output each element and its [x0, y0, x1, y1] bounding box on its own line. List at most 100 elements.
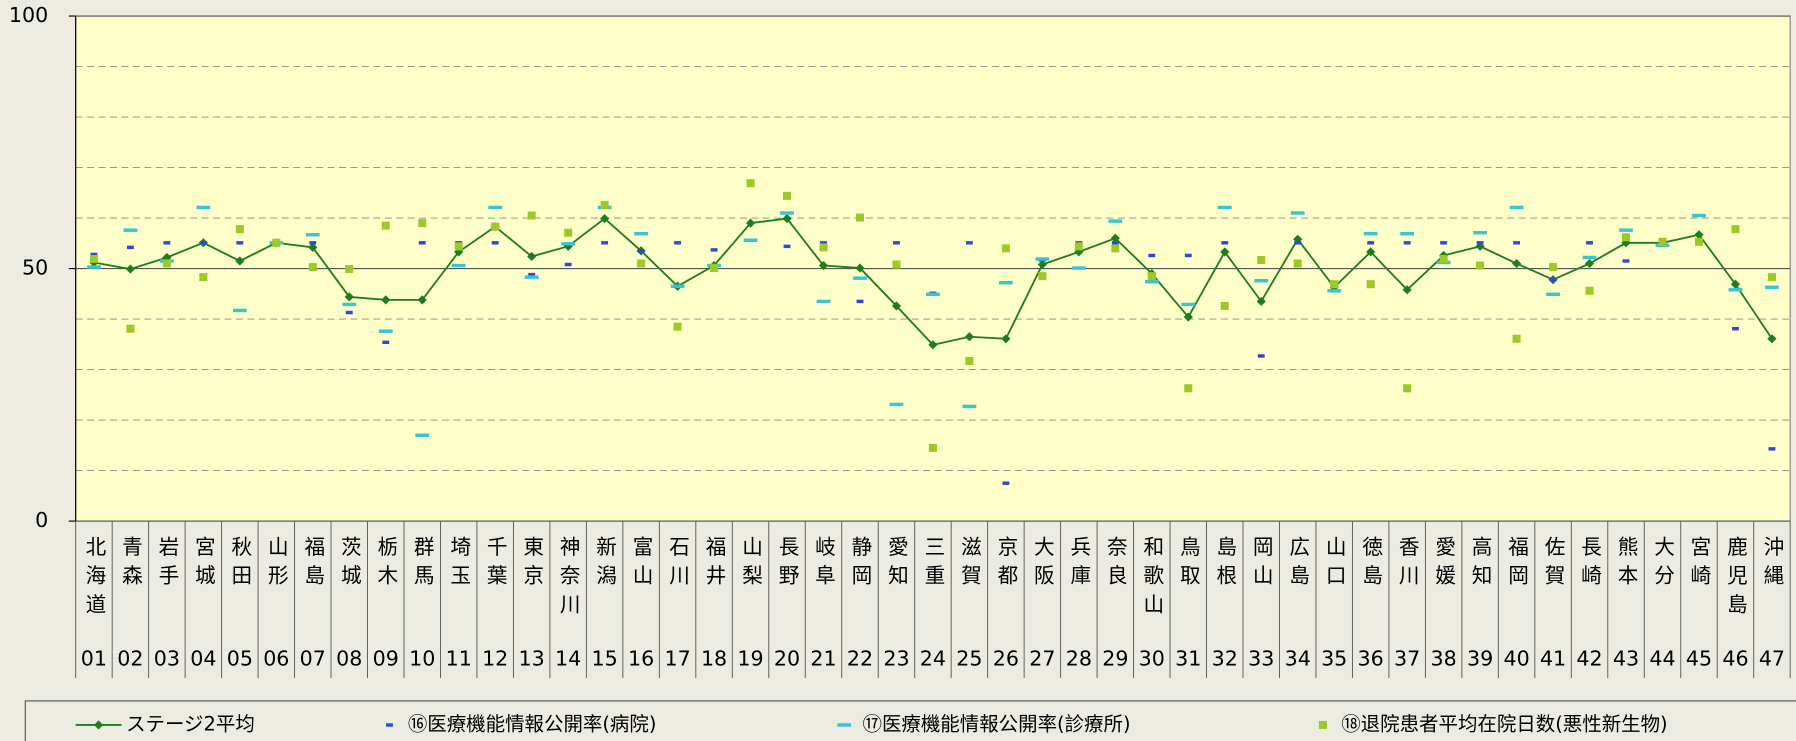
square-marker	[1257, 255, 1266, 264]
category-code: 21	[810, 647, 836, 671]
x-tick-label: 三重	[921, 536, 945, 593]
legend-label: ステージ2平均	[126, 712, 255, 735]
square-marker	[1220, 301, 1229, 310]
dash-marker	[962, 404, 977, 409]
dash-marker	[1071, 266, 1086, 270]
dash-marker	[342, 302, 357, 307]
marker	[235, 256, 245, 266]
dash-marker	[893, 241, 900, 245]
x-tick-label: 秋田	[228, 536, 252, 593]
legend-label: ⑱退院患者平均在院日数(悪性新生物)	[1341, 712, 1667, 735]
category-code: 36	[1358, 647, 1384, 671]
dash-marker	[491, 241, 499, 245]
dash-marker	[1217, 205, 1232, 210]
dash-marker	[856, 299, 864, 304]
marker	[308, 242, 318, 252]
x-tick-label: 宮崎	[1687, 536, 1711, 593]
dash-marker	[1257, 354, 1265, 358]
square-marker	[1001, 244, 1010, 253]
x-tick-label: 佐賀	[1541, 536, 1565, 593]
x-tick-label: 香川	[1395, 536, 1419, 593]
category-code: 40	[1503, 647, 1529, 671]
marker	[928, 340, 938, 350]
dash-marker	[780, 211, 794, 215]
marker	[417, 295, 427, 305]
dash-marker	[451, 263, 466, 268]
dash-marker	[1002, 481, 1010, 485]
dash-marker	[1148, 253, 1156, 258]
category-code: 05	[227, 647, 253, 671]
x-tick-label: 高知	[1468, 536, 1492, 593]
x-tick-label: 静岡	[848, 536, 872, 593]
category-code: 29	[1102, 647, 1128, 671]
square-marker	[235, 225, 244, 234]
dash-marker	[710, 248, 718, 252]
square-marker	[892, 260, 901, 269]
dash-marker	[236, 241, 244, 245]
marker	[745, 218, 756, 228]
x-tick-label: 熊本	[1614, 536, 1638, 593]
x-tick-label: 山口	[1322, 536, 1346, 593]
square-marker	[710, 264, 719, 273]
dash-marker	[816, 299, 831, 304]
x-tick-label: 徳島	[1359, 536, 1383, 593]
category-code: 46	[1722, 647, 1748, 671]
category-code: 39	[1467, 647, 1493, 671]
square-marker	[1147, 272, 1156, 281]
marker	[125, 264, 135, 274]
square-marker	[126, 324, 135, 333]
dash-marker	[345, 310, 353, 315]
dash-marker	[820, 241, 827, 245]
square-marker	[637, 259, 646, 268]
dash-marker	[1619, 228, 1633, 232]
square-marker	[1694, 237, 1703, 246]
category-code: 17	[664, 647, 690, 671]
dash-marker	[1035, 257, 1050, 261]
dash-marker	[1108, 219, 1123, 223]
x-tick-label: 北海道	[82, 536, 106, 622]
marker	[1767, 334, 1777, 344]
x-tick-label: 青森	[118, 536, 142, 593]
category-code: 45	[1686, 647, 1712, 671]
dash-marker	[126, 245, 134, 250]
square-marker	[1622, 233, 1631, 242]
square-marker	[1476, 261, 1485, 270]
x-tick-label: 愛媛	[1432, 536, 1456, 593]
dash-marker	[1327, 289, 1342, 293]
dash-marker	[1111, 241, 1119, 245]
dash-marker	[1582, 255, 1597, 260]
category-code: 34	[1285, 647, 1311, 671]
x-tick-label: 兵庫	[1067, 536, 1091, 593]
marker	[1256, 296, 1266, 306]
dash-marker	[163, 241, 171, 245]
dash-marker	[1692, 213, 1706, 218]
dash-marker	[853, 276, 867, 280]
dash-marker	[378, 329, 393, 333]
square-marker	[783, 191, 792, 200]
category-code: 20	[774, 647, 800, 671]
category-code: 12	[482, 647, 508, 671]
square-marker	[1111, 244, 1120, 253]
square-marker	[1549, 263, 1558, 272]
dash-marker	[601, 241, 609, 245]
square-marker	[345, 265, 354, 274]
dash-marker	[305, 233, 320, 237]
legend-marker	[94, 720, 104, 730]
category-code: 43	[1613, 647, 1639, 671]
x-tick-label: 茨城	[337, 536, 361, 593]
y-tick-label: 0	[35, 508, 48, 532]
category-code: 28	[1066, 647, 1092, 671]
x-tick-label: 愛知	[884, 536, 908, 593]
dash-marker	[926, 292, 940, 297]
square-marker	[855, 213, 864, 222]
category-code: 02	[117, 647, 143, 671]
dash-marker	[1728, 288, 1743, 292]
dash-marker	[123, 228, 138, 232]
x-tick-label: 福井	[702, 536, 726, 593]
x-tick-label: 沖縄	[1760, 536, 1784, 593]
x-tick-label: 福島	[301, 536, 325, 593]
marker	[1001, 334, 1011, 344]
x-tick-label: 福岡	[1505, 536, 1529, 593]
dash-marker	[1765, 285, 1779, 289]
